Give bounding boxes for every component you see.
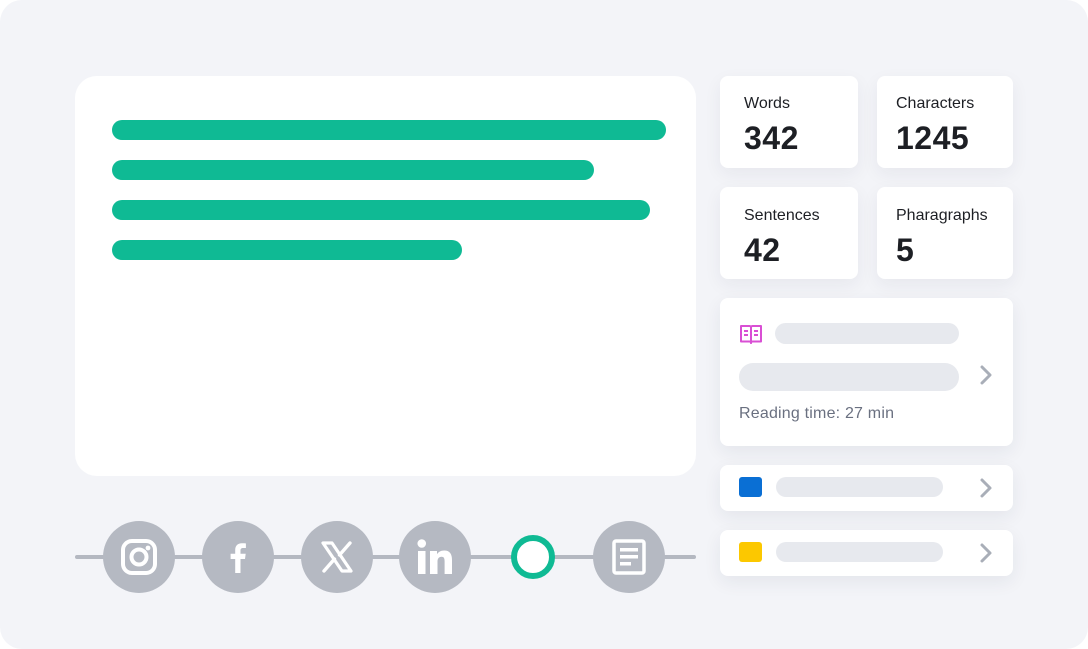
stat-value: 42 [744,232,781,268]
stat-paragraphs: Pharagraphs 5 [877,187,1013,279]
text-line [112,240,462,260]
document-button[interactable] [593,521,665,593]
reading-time-card[interactable]: Reading time: 27 min [720,298,1013,446]
text-line [112,200,650,220]
blue-square-icon [739,477,762,497]
stat-sentences: Sentences 42 [720,187,858,279]
book-open-icon [740,325,762,344]
instagram-button[interactable] [103,521,175,593]
chevron-right-icon[interactable] [979,364,993,386]
linkedin-button[interactable] [399,521,471,593]
x-button[interactable] [301,521,373,593]
list-card-blue[interactable] [720,465,1013,511]
text-editor[interactable] [75,76,696,476]
instagram-icon [121,539,157,575]
x-icon [321,541,353,573]
facebook-icon [230,543,246,573]
stat-label: Sentences [744,207,820,224]
placeholder-bar [776,477,943,497]
text-line [112,160,594,180]
placeholder-bar [739,363,959,391]
chevron-right-icon[interactable] [979,542,993,564]
yellow-square-icon [739,542,762,562]
stat-value: 342 [744,120,799,156]
stat-characters: Characters 1245 [877,76,1013,168]
selected-ring-icon[interactable] [511,535,555,579]
stat-label: Pharagraphs [896,207,988,224]
share-rail [75,555,696,559]
stat-value: 1245 [896,120,970,156]
stat-label: Words [744,95,790,112]
placeholder-bar [775,323,959,344]
reading-time-text: Reading time: 27 min [739,405,895,422]
placeholder-bar [776,542,943,562]
facebook-button[interactable] [202,521,274,593]
list-card-yellow[interactable] [720,530,1013,576]
stat-value: 5 [896,232,915,268]
chevron-right-icon[interactable] [979,477,993,499]
document-icon [612,539,646,575]
stat-label: Characters [896,95,975,112]
text-line [112,120,666,140]
linkedin-icon [417,539,452,574]
stat-words: Words 342 [720,76,858,168]
